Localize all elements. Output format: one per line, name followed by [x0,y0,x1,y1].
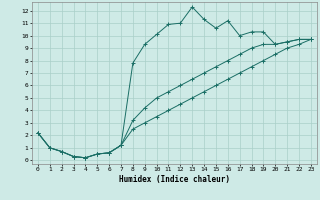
X-axis label: Humidex (Indice chaleur): Humidex (Indice chaleur) [119,175,230,184]
